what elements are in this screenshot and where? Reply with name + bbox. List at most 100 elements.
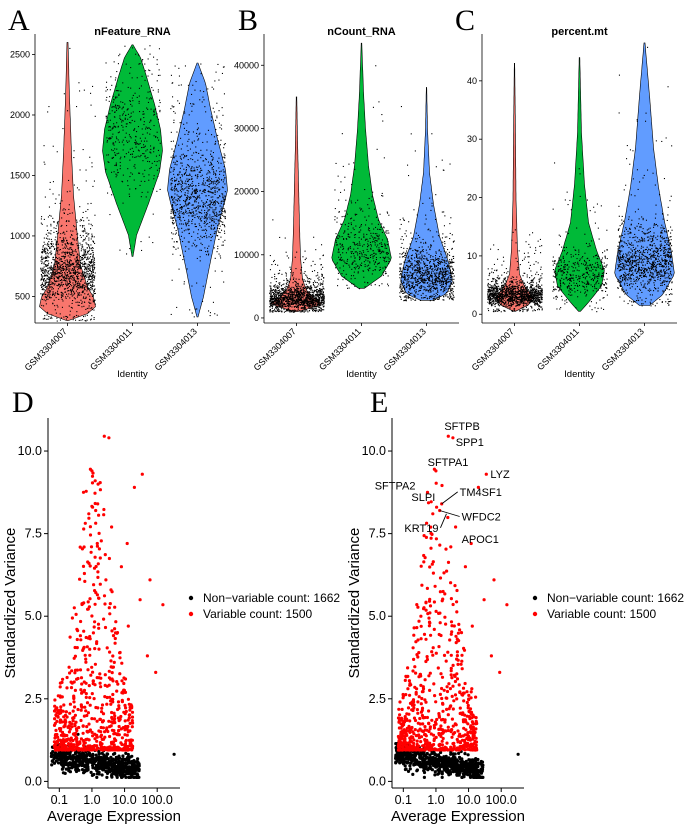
data-point [85,266,87,268]
data-point [153,125,155,127]
data-point [65,296,67,298]
data-point [316,306,318,308]
data-point [278,282,280,284]
data-point [291,299,293,301]
data-point [284,296,286,298]
data-point [90,228,92,230]
data-point [183,230,185,232]
data-point [200,175,202,177]
data-point [322,298,324,300]
data-point [46,296,48,298]
data-point [78,272,80,274]
data-point [49,286,51,288]
data-point [342,248,344,250]
data-point [159,188,161,190]
data-point [76,238,78,240]
data-point [63,265,65,267]
data-point [54,202,56,204]
data-point [72,255,74,257]
data-point [56,272,58,274]
data-point [212,192,214,194]
data-point [67,264,69,266]
data-point [46,272,48,274]
data-point [343,238,345,240]
data-point [145,157,147,159]
data-point [378,228,380,230]
data-point [79,234,81,236]
data-point [187,150,189,152]
data-point [142,113,144,115]
data-point [313,236,315,238]
data-point [278,291,280,293]
data-point [196,123,198,125]
data-point [309,307,311,309]
data-point [307,286,309,288]
data-point [204,217,206,219]
data-point [213,136,215,138]
data-point [343,238,345,240]
data-point [308,304,310,306]
data-point [405,297,407,299]
data-point [339,259,341,261]
data-point [430,245,432,247]
data-point [381,243,383,245]
data-point [209,203,211,205]
data-point [56,248,58,250]
data-point [119,168,121,170]
data-point [90,202,92,204]
data-point [415,289,417,291]
data-point [106,81,108,83]
data-point [272,298,274,300]
data-point [297,284,299,286]
data-point [47,229,49,231]
data-point [69,278,71,280]
data-point [46,314,48,316]
data-point [91,309,93,311]
data-point [127,108,129,110]
data-point [203,184,205,186]
data-point [133,179,135,181]
data-point [307,293,309,295]
data-point [213,180,215,182]
data-point [285,272,287,274]
data-point [203,236,205,238]
data-point [210,181,212,183]
data-point [50,230,52,232]
data-point [315,300,317,302]
data-point [110,137,112,139]
data-point [68,276,70,278]
data-point [223,200,225,202]
data-point [442,259,444,261]
data-point [92,266,94,268]
data-point [194,189,196,191]
data-point [88,265,90,267]
data-point [47,288,49,290]
data-point [54,305,56,307]
data-point [217,63,219,65]
data-point [47,249,49,251]
data-point [173,106,175,108]
data-point [287,299,289,301]
data-point [57,276,59,278]
data-point [144,155,146,157]
data-point [51,252,53,254]
data-point [281,297,283,299]
data-point [223,281,225,283]
data-point [306,286,308,288]
data-point [94,303,96,305]
data-point [43,161,45,163]
data-point [323,309,325,311]
data-point [337,251,339,253]
data-point [124,118,126,120]
data-point [70,306,72,308]
data-point [304,291,306,293]
data-point [293,286,295,288]
data-point [93,180,95,182]
data-point [301,292,303,294]
data-point [89,156,91,158]
data-point [191,220,193,222]
data-point [66,259,68,261]
data-point [224,196,226,198]
data-point [80,299,82,301]
data-point [417,234,419,236]
